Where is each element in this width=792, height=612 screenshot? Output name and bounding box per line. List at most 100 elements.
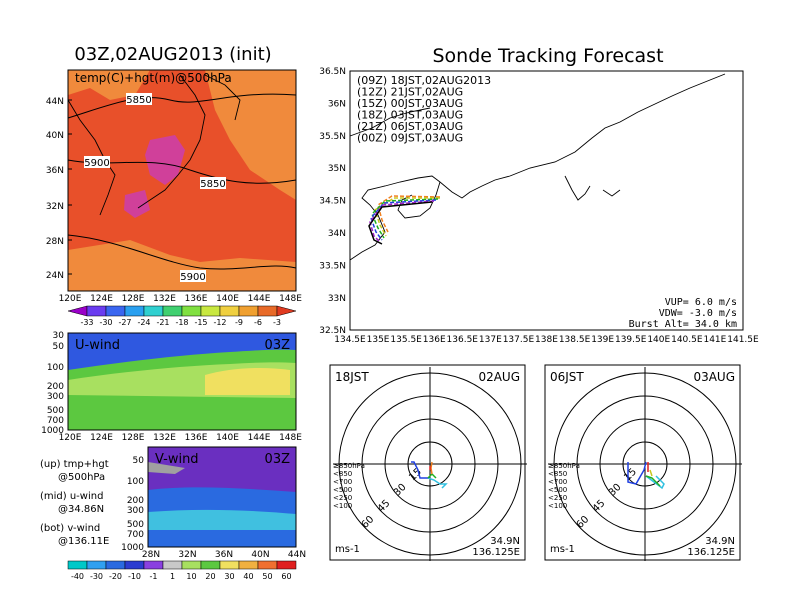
lon-tick-label: 135.5E	[390, 335, 422, 345]
polar2-lat: 34.9N	[705, 536, 735, 547]
colorbar-label: -1	[150, 572, 158, 581]
lat-tick-label: 32.5N	[319, 326, 346, 336]
lat-tick-label: 36N	[215, 550, 233, 560]
lat-tick-label: 44N	[288, 550, 306, 560]
u-wind-lon-ticks: 120E 124E 128E 132E 136E 140E 144E 148E	[59, 433, 303, 443]
lat-tick-label: 44N	[46, 97, 64, 107]
height-contour-5900-south	[67, 234, 297, 270]
v-wind-label: V-wind	[155, 452, 199, 467]
lon-tick-label: 124E	[90, 433, 113, 443]
lat-tick-label: 34N	[328, 229, 346, 239]
colorbar-swatch	[238, 305, 259, 317]
lat-tick-label: 34.5N	[319, 197, 346, 207]
colorbar-swatch	[105, 560, 126, 570]
track-legend-item: (21Z) 06JST,03AUG	[357, 120, 463, 133]
colorbar-label: -30	[90, 572, 103, 581]
colorbar-label: -33	[80, 318, 93, 327]
pressure-tick-label: 30	[53, 331, 65, 341]
colorbar-swatch	[162, 305, 183, 317]
contour-label-box-2	[84, 156, 110, 168]
colorbar-label: -15	[194, 318, 207, 327]
pressure-tick-label: 100	[127, 477, 144, 487]
lon-tick-label: 140.5E	[671, 335, 703, 345]
lon-tick-label: 148E	[279, 433, 302, 443]
v-wind-cyan-band	[148, 509, 296, 530]
colorbar-label: -30	[99, 318, 112, 327]
lon-tick-label: 139.5E	[615, 335, 647, 345]
polar1-trace-upper	[411, 461, 428, 479]
track-legend-item: (00Z) 09JST,03AUG	[357, 132, 463, 145]
v-wind-time: 03Z	[265, 452, 291, 467]
lon-tick-label: 132E	[153, 294, 176, 304]
lat-tick-label: 40N	[46, 131, 64, 141]
v-wind-lower-blue	[148, 530, 296, 547]
level-legend-item: <100	[333, 502, 352, 510]
colorbar-swatch	[200, 305, 221, 317]
lat-tick-label: 36N	[328, 99, 346, 109]
pressure-tick-label: 700	[127, 530, 144, 540]
contour-label-2: 5900	[84, 158, 109, 169]
temp-map-magenta-south	[124, 190, 150, 218]
polar1-lat: 34.9N	[490, 536, 520, 547]
track-map-panel: (09Z) 18JST,02AUG2013(12Z) 21JST,02AUG(1…	[319, 67, 759, 345]
colorbar-label: 30	[224, 572, 234, 581]
colorbar-swatch	[238, 560, 259, 570]
colorbar-label: -27	[118, 318, 131, 327]
lon-tick-label: 138.5E	[559, 335, 591, 345]
pressure-tick-label: 1000	[41, 426, 64, 436]
temp-colorbar: -33 -30 -27 -24 -21 -18 -15 -12 -9 -6 -3	[67, 305, 297, 327]
track-coast-honshu-south	[349, 175, 511, 261]
lat-tick-label: 36.5N	[319, 67, 346, 77]
pressure-tick-label: 700	[47, 416, 64, 426]
note-mid-1: (mid) u-wind	[40, 491, 103, 502]
lon-tick-label: 136E	[185, 294, 208, 304]
u-wind-label: U-wind	[75, 338, 120, 353]
track-legend-item: (18Z) 03JST,03AUG	[357, 109, 463, 122]
lon-tick-label: 135E	[367, 335, 390, 345]
lon-tick-label: 128E	[122, 433, 145, 443]
left-title: 03Z,02AUG2013 (init)	[74, 44, 271, 65]
colorbar-label: 50	[262, 572, 272, 581]
colorbar-swatch	[143, 560, 164, 570]
colorbar-label: -40	[71, 572, 84, 581]
lat-tick-label: 33.5N	[319, 261, 346, 271]
temp-map-orange-nw	[68, 70, 150, 100]
lat-tick-label: 28N	[46, 237, 64, 247]
v-wind-gray-patch	[148, 462, 185, 474]
lon-tick-label: 124E	[90, 294, 113, 304]
pressure-tick-label: 200	[127, 496, 144, 506]
colorbar-swatch	[257, 560, 278, 570]
colorbar-swatch	[105, 305, 126, 317]
polar1-date: 02AUG	[478, 370, 520, 384]
lat-tick-label: 24N	[46, 271, 64, 281]
colorbar-label: -9	[235, 318, 243, 327]
colorbar-swatch	[124, 305, 145, 317]
colorbar-swatch	[162, 560, 183, 570]
v-wind-frame	[147, 446, 297, 548]
colorbar-swatch	[276, 305, 297, 317]
colorbar-swatch	[67, 560, 88, 570]
track-line	[370, 199, 437, 241]
lon-tick-label: 148E	[279, 294, 302, 304]
japan-coastline	[137, 74, 206, 209]
polar2-level-legend: ≥850hPa<850<700<500<250<100	[548, 462, 580, 510]
lon-tick-label: 139E	[591, 335, 614, 345]
pressure-tick-label: 200	[47, 382, 64, 392]
v-colorbar: -40 -30 -20 -10 -1 1 10 20 30 40 50 60	[67, 560, 297, 581]
track-coast-izu	[564, 175, 591, 201]
lon-tick-label: 120E	[59, 294, 82, 304]
colorbar-swatch	[86, 305, 107, 317]
right-title: Sonde Tracking Forecast	[432, 45, 663, 67]
temp-map-panel: 5850 5900 5850 5900 temp(C)+hgt(m)@500hP…	[46, 69, 302, 327]
track-line	[369, 200, 435, 243]
pressure-tick-label: 300	[47, 392, 64, 402]
panel-notes: (up) tmp+hgt @500hPa (mid) u-wind @34.86…	[40, 459, 109, 547]
polar2-trace-500	[645, 475, 661, 487]
track-legend-item: (12Z) 21JST,02AUG	[357, 86, 463, 99]
contour-label-3: 5850	[200, 179, 225, 190]
colorbar-swatch	[219, 305, 240, 317]
